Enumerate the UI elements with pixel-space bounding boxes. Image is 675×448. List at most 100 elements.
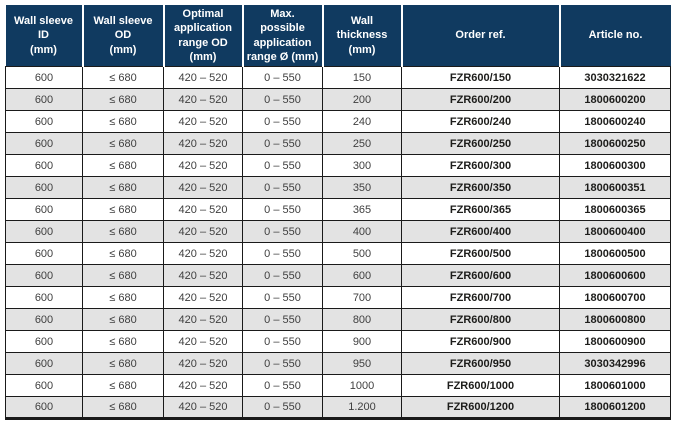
cell-max-possible-application-range: 0 – 550 [242,286,323,310]
cell-article-no: 1800600200 [559,88,671,112]
cell-optimal-application-range-od: 420 – 520 [163,88,243,112]
cell-order-ref: FZR600/350 [401,176,560,200]
cell-order-ref: FZR600/900 [401,330,560,354]
cell-optimal-application-range-od: 420 – 520 [163,176,243,200]
table-row: 600 ≤ 680 420 – 520 0 – 550 800 FZR600/800 180… [5,308,671,332]
cell-wall-thickness: 900 [322,330,402,354]
cell-wall-sleeve-od: ≤ 680 [82,264,164,288]
cell-wall-sleeve-id: 600 [5,198,83,222]
cell-order-ref: FZR600/365 [401,198,560,222]
column-header-max-possible-application-range: Max. possible application range Ø (mm) [241,5,323,67]
cell-wall-sleeve-id: 600 [5,132,83,156]
table-row: 600 ≤ 680 420 – 520 0 – 550 300 FZR600/300 180… [5,154,671,178]
cell-article-no: 1800600700 [559,286,671,310]
column-header-wall-sleeve-od: Wall sleeve OD (mm) [81,5,164,67]
cell-article-no: 1800600600 [559,264,671,288]
table-row: 600 ≤ 680 420 – 520 0 – 550 250 FZR600/250 180… [5,132,671,156]
cell-optimal-application-range-od: 420 – 520 [163,264,243,288]
cell-article-no: 1800600365 [559,198,671,222]
cell-wall-sleeve-id: 600 [5,352,83,376]
cell-max-possible-application-range: 0 – 550 [242,88,323,112]
cell-wall-sleeve-id: 600 [5,66,83,90]
cell-article-no: 1800600300 [559,154,671,178]
cell-wall-thickness: 600 [322,264,402,288]
cell-wall-sleeve-id: 600 [5,308,83,332]
cell-optimal-application-range-od: 420 – 520 [163,330,243,354]
cell-wall-sleeve-id: 600 [5,396,83,420]
cell-wall-sleeve-od: ≤ 680 [82,374,164,398]
cell-optimal-application-range-od: 420 – 520 [163,110,243,134]
cell-optimal-application-range-od: 420 – 520 [163,242,243,266]
table-row: 600 ≤ 680 420 – 520 0 – 550 150 FZR600/150 303… [5,66,671,90]
cell-order-ref: FZR600/950 [401,352,560,376]
cell-wall-sleeve-id: 600 [5,176,83,200]
cell-wall-thickness: 350 [322,176,402,200]
cell-order-ref: FZR600/500 [401,242,560,266]
cell-wall-sleeve-od: ≤ 680 [82,154,164,178]
cell-article-no: 1800600351 [559,176,671,200]
cell-wall-thickness: 950 [322,352,402,376]
cell-article-no: 1800601200 [559,396,671,420]
cell-wall-sleeve-id: 600 [5,330,83,354]
table-row: 600 ≤ 680 420 – 520 0 – 550 350 FZR600/350 180… [5,176,671,200]
cell-order-ref: FZR600/250 [401,132,560,156]
cell-order-ref: FZR600/150 [401,66,560,90]
cell-wall-thickness: 500 [322,242,402,266]
cell-wall-sleeve-od: ≤ 680 [82,352,164,376]
cell-wall-sleeve-od: ≤ 680 [82,242,164,266]
cell-max-possible-application-range: 0 – 550 [242,374,323,398]
cell-wall-sleeve-od: ≤ 680 [82,220,164,244]
cell-optimal-application-range-od: 420 – 520 [163,374,243,398]
cell-optimal-application-range-od: 420 – 520 [163,198,243,222]
cell-wall-sleeve-id: 600 [5,88,83,112]
cell-wall-thickness: 365 [322,198,402,222]
cell-order-ref: FZR600/400 [401,220,560,244]
cell-wall-thickness: 1.200 [322,396,402,420]
cell-order-ref: FZR600/600 [401,264,560,288]
table-row: 600 ≤ 680 420 – 520 0 – 550 1.200 FZR600/1200… [5,396,671,420]
table-row: 600 ≤ 680 420 – 520 0 – 550 1000 FZR600/1000 1… [5,374,671,398]
cell-wall-sleeve-od: ≤ 680 [82,286,164,310]
cell-wall-thickness: 240 [322,110,402,134]
cell-wall-thickness: 800 [322,308,402,332]
page: Wall sleeve ID (mm) Wall sleeve OD (mm) Op… [5,5,671,421]
cell-wall-thickness: 250 [322,132,402,156]
table-row: 600 ≤ 680 420 – 520 0 – 550 200 FZR600/200 180… [5,88,671,112]
cell-wall-sleeve-id: 600 [5,154,83,178]
cell-wall-sleeve-od: ≤ 680 [82,110,164,134]
cell-article-no: 1800600250 [559,132,671,156]
wall-sleeve-spec-table: Wall sleeve ID (mm) Wall sleeve OD (mm) Op… [5,5,671,421]
column-header-wall-thickness: Wall thickness (mm) [321,5,402,67]
cell-article-no: 1800600800 [559,308,671,332]
cell-optimal-application-range-od: 420 – 520 [163,352,243,376]
cell-article-no: 1800600240 [559,110,671,134]
cell-max-possible-application-range: 0 – 550 [242,132,323,156]
cell-article-no: 3030342996 [559,352,671,376]
table-row: 600 ≤ 680 420 – 520 0 – 550 240 FZR600/240 180… [5,110,671,134]
cell-optimal-application-range-od: 420 – 520 [163,220,243,244]
cell-max-possible-application-range: 0 – 550 [242,176,323,200]
cell-max-possible-application-range: 0 – 550 [242,264,323,288]
cell-optimal-application-range-od: 420 – 520 [163,396,243,420]
cell-article-no: 3030321622 [559,66,671,90]
cell-max-possible-application-range: 0 – 550 [242,308,323,332]
cell-order-ref: FZR600/200 [401,88,560,112]
cell-wall-sleeve-id: 600 [5,110,83,134]
cell-order-ref: FZR600/1200 [401,396,560,420]
cell-wall-thickness: 1000 [322,374,402,398]
cell-order-ref: FZR600/240 [401,110,560,134]
cell-wall-sleeve-id: 600 [5,242,83,266]
table-body: 600 ≤ 680 420 – 520 0 – 550 150 FZR600/150 303… [5,66,671,420]
column-header-wall-sleeve-id: Wall sleeve ID (mm) [5,5,83,67]
table-row: 600 ≤ 680 420 – 520 0 – 550 365 FZR600/365 180… [5,198,671,222]
column-header-article-no: Article no. [558,5,671,67]
table-row: 600 ≤ 680 420 – 520 0 – 550 600 FZR600/600 180… [5,264,671,288]
cell-wall-thickness: 400 [322,220,402,244]
cell-article-no: 1800600500 [559,242,671,266]
cell-wall-sleeve-id: 600 [5,374,83,398]
table-row: 600 ≤ 680 420 – 520 0 – 550 500 FZR600/500 180… [5,242,671,266]
cell-max-possible-application-range: 0 – 550 [242,220,323,244]
cell-order-ref: FZR600/300 [401,154,560,178]
cell-article-no: 1800600900 [559,330,671,354]
cell-wall-sleeve-id: 600 [5,220,83,244]
